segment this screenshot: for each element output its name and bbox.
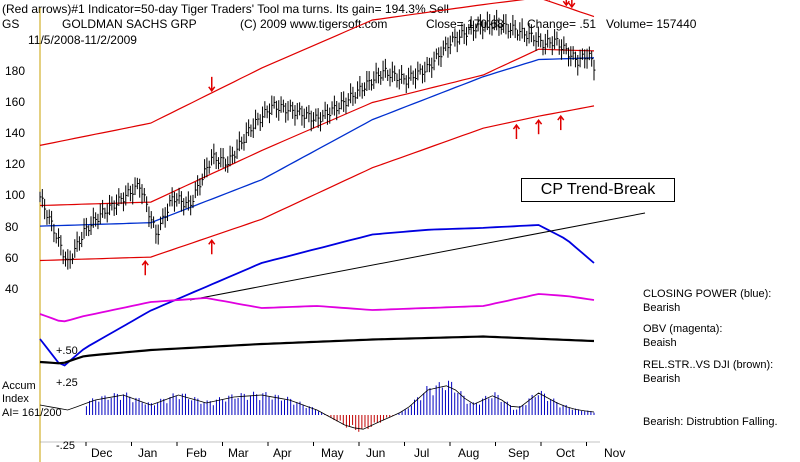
y-tick-label: 120 — [5, 157, 26, 171]
y-tick-label: 140 — [5, 126, 26, 140]
obv-status: Beaish — [643, 337, 677, 349]
y-tick-label: 100 — [5, 188, 26, 202]
accum-tick-bot: -.25 — [56, 440, 75, 452]
upper-band-line — [39, 0, 595, 146]
closing-power-label: CLOSING POWER (blue): — [643, 288, 772, 300]
month-label: Oct — [556, 446, 575, 460]
copyright-text: (C) 2009 www.tigersoft.com — [240, 17, 388, 31]
y-tick-label: 180 — [5, 64, 26, 78]
month-label: Feb — [186, 446, 207, 460]
obv-label: OBV (magenta): — [643, 323, 723, 335]
ticker-symbol: GS — [2, 17, 20, 31]
header-indicator-line: (Red arrows)#1 Indicator=50-day Tiger Tr… — [2, 2, 449, 16]
y-tick-label: 40 — [5, 282, 19, 296]
accum-tick-top: +.50 — [56, 345, 78, 357]
month-label: Jan — [138, 446, 158, 460]
month-label: Aug — [458, 446, 480, 460]
company-name: GOLDMAN SACHS GRP — [62, 17, 197, 31]
y-tick-label: 80 — [5, 220, 19, 234]
relstr-status: Bearish — [643, 373, 681, 385]
closing-power-line — [39, 224, 595, 367]
month-label: Apr — [273, 446, 292, 460]
obv-line — [39, 293, 595, 323]
y-tick-label: 160 — [5, 95, 26, 109]
relstr-label: REL.STR..VS DJI (brown): — [643, 359, 774, 371]
month-label: Dec — [91, 446, 113, 460]
lower-band-line — [39, 105, 595, 262]
sell-arrow-head — [208, 86, 216, 93]
bearish-note: Bearish: Distrubtion Falling. — [643, 416, 778, 428]
close-value: Close= 170.68 — [426, 17, 504, 31]
sell-arrow-head — [562, 0, 570, 7]
month-label: Jul — [414, 446, 430, 460]
accum-label: Accum — [2, 380, 36, 392]
y-tick-label: 60 — [5, 251, 19, 265]
month-label: Mar — [228, 446, 249, 460]
ai-value: AI= 161/200 — [2, 407, 62, 419]
buy-arrow-head — [557, 114, 565, 121]
closing-power-status: Bearish — [643, 302, 681, 314]
month-label: Sep — [508, 446, 530, 460]
index-label: Index — [2, 393, 29, 405]
month-label: Nov — [604, 446, 626, 460]
volume-value: Volume= 157440 — [606, 17, 697, 31]
date-range: 11/5/2008-11/2/2009 — [28, 33, 137, 47]
buy-arrow-head — [141, 259, 149, 266]
cp-trend-line — [189, 212, 646, 301]
moving-average-blue-line — [39, 57, 595, 227]
buy-arrow-head — [535, 118, 543, 125]
change-value: Change= .51 — [527, 17, 597, 31]
month-label: May — [321, 446, 344, 460]
buy-arrow-head — [512, 123, 521, 130]
trend-break-annotation: CP Trend-Break — [521, 178, 675, 202]
accum-tick-mid: +.25 — [56, 377, 78, 389]
rel-strength-line — [39, 335, 595, 365]
buy-arrow-head — [208, 239, 216, 245]
sell-arrow-head — [568, 2, 576, 9]
month-label: Jun — [366, 446, 386, 460]
moving-average-red-line — [39, 48, 595, 207]
accum-average-line — [39, 385, 595, 430]
